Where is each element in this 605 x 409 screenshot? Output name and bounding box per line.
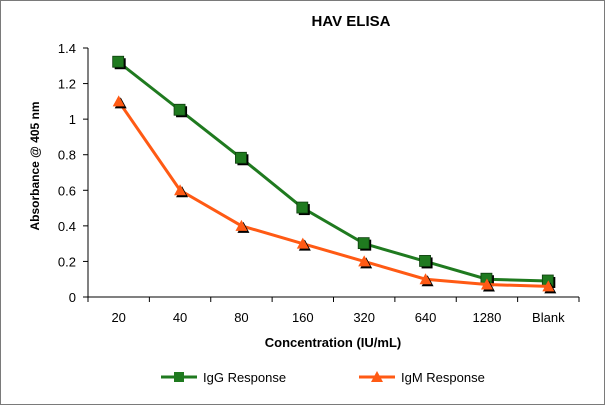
data-point bbox=[235, 151, 247, 164]
data-point bbox=[419, 273, 432, 285]
data-point bbox=[112, 55, 125, 68]
x-tick-label: 20 bbox=[111, 310, 125, 325]
y-tick-label: 1 bbox=[69, 112, 76, 127]
y-tick-label: 0 bbox=[69, 290, 76, 305]
data-point bbox=[358, 255, 371, 267]
x-tick-label: 640 bbox=[415, 310, 437, 325]
x-tick-label: 320 bbox=[353, 310, 375, 325]
series-layer bbox=[112, 55, 557, 294]
x-tick-label: 80 bbox=[234, 310, 248, 325]
data-point bbox=[480, 278, 493, 290]
axes: 0 0.2 0.4 0.6 0.8 1 1.2 1.4 20 40 80 160 320 640 1280 B… bbox=[58, 41, 580, 325]
x-tick-label: 1280 bbox=[472, 310, 501, 325]
x-tick-label: 40 bbox=[173, 310, 187, 325]
series-igg-response bbox=[112, 55, 556, 288]
data-point bbox=[357, 237, 370, 250]
legend-swatch-marker bbox=[371, 371, 383, 382]
data-point bbox=[296, 201, 309, 214]
legend-label: IgG Response bbox=[203, 370, 286, 385]
y-tick-label: 1.4 bbox=[58, 41, 76, 56]
y-tick-label: 1.2 bbox=[58, 77, 76, 92]
legend-item: IgM Response bbox=[359, 370, 485, 385]
y-axis-label: Absorbance @ 405 nm bbox=[28, 101, 42, 230]
data-point bbox=[174, 184, 187, 196]
x-tick-label: Blank bbox=[532, 310, 565, 325]
x-axis-label: Concentration (IU/mL) bbox=[265, 335, 402, 350]
series-igm-response bbox=[112, 95, 557, 294]
series-line bbox=[117, 61, 549, 283]
data-point bbox=[112, 95, 125, 107]
y-tick-label: 0.6 bbox=[58, 183, 76, 198]
legend-item: IgG Response bbox=[161, 370, 286, 385]
legend: IgG Response IgM Response bbox=[161, 370, 485, 385]
y-tick-label: 0.2 bbox=[58, 254, 76, 269]
data-point bbox=[542, 280, 555, 292]
x-tick-label: 160 bbox=[292, 310, 314, 325]
series-line bbox=[117, 100, 549, 288]
chart-title: HAV ELISA bbox=[312, 13, 391, 30]
y-tick-label: 0.4 bbox=[58, 219, 76, 234]
data-point bbox=[419, 255, 431, 267]
legend-swatch-marker bbox=[174, 372, 184, 382]
legend-label: IgM Response bbox=[401, 370, 485, 385]
data-point bbox=[296, 237, 309, 249]
data-point bbox=[173, 103, 186, 116]
data-point bbox=[235, 219, 248, 231]
y-tick-label: 0.8 bbox=[58, 148, 76, 163]
